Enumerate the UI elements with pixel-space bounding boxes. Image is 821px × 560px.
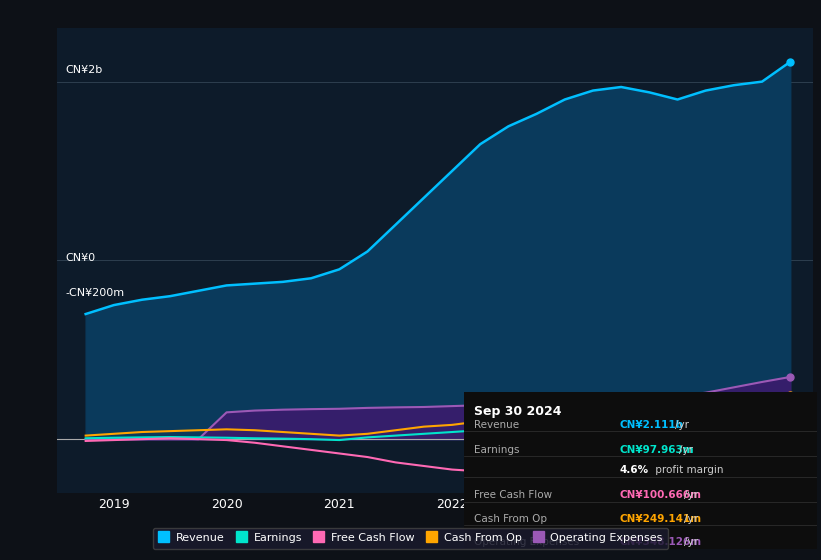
Text: /yr: /yr [679, 445, 693, 455]
Legend: Revenue, Earnings, Free Cash Flow, Cash From Op, Operating Expenses: Revenue, Earnings, Free Cash Flow, Cash … [153, 528, 668, 549]
Text: /yr: /yr [675, 419, 689, 430]
Text: 4.6%: 4.6% [619, 465, 649, 475]
Text: /yr: /yr [684, 490, 698, 500]
Text: CN¥97.963m: CN¥97.963m [619, 445, 694, 455]
Text: CN¥249.141m: CN¥249.141m [619, 514, 701, 524]
Text: /yr: /yr [684, 514, 698, 524]
Text: Operating Expenses: Operating Expenses [475, 537, 580, 547]
Text: profit margin: profit margin [652, 465, 723, 475]
Text: -CN¥200m: -CN¥200m [65, 288, 124, 298]
Text: Cash From Op: Cash From Op [475, 514, 548, 524]
Text: CN¥348.126m: CN¥348.126m [619, 537, 701, 547]
Text: CN¥2.111b: CN¥2.111b [619, 419, 683, 430]
Text: CN¥100.666m: CN¥100.666m [619, 490, 701, 500]
Text: /yr: /yr [684, 537, 698, 547]
Text: CN¥2b: CN¥2b [65, 65, 103, 75]
Text: Revenue: Revenue [475, 419, 520, 430]
Text: CN¥0: CN¥0 [65, 253, 95, 263]
Text: Sep 30 2024: Sep 30 2024 [475, 404, 562, 418]
Text: Earnings: Earnings [475, 445, 520, 455]
Text: Free Cash Flow: Free Cash Flow [475, 490, 553, 500]
